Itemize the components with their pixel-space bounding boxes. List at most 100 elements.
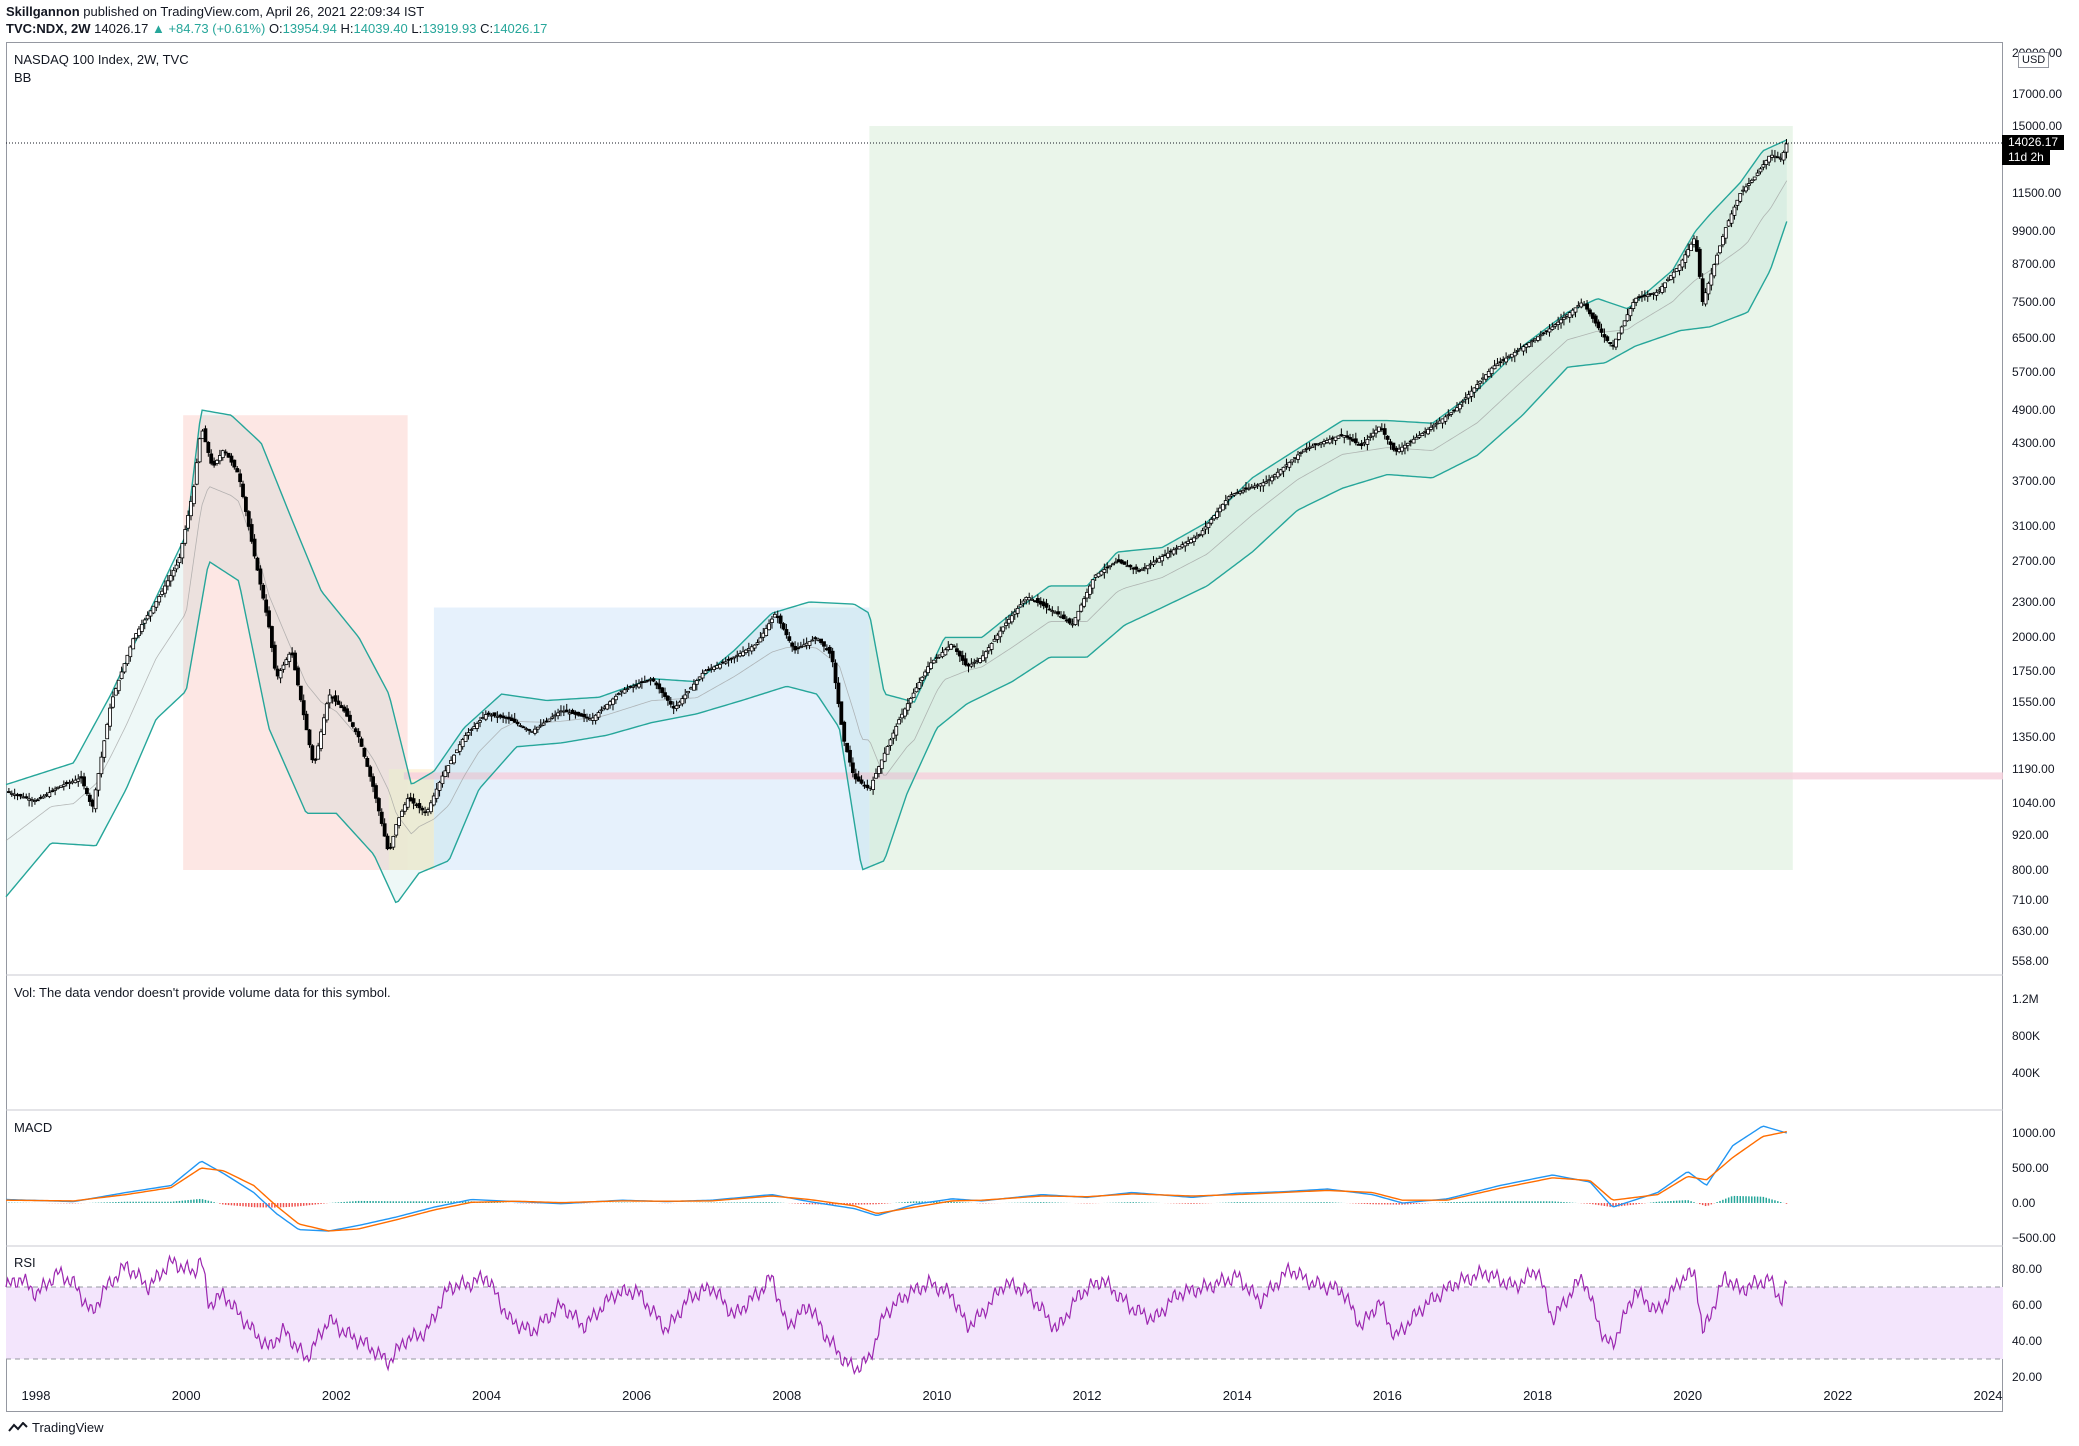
candle-body xyxy=(183,529,188,544)
candle-body xyxy=(663,692,667,697)
candle-body xyxy=(1752,176,1757,181)
price-axis-label: 1190.00 xyxy=(2012,762,2055,777)
candle-body xyxy=(61,784,66,787)
candle-body xyxy=(1420,432,1425,437)
candle-body xyxy=(1608,342,1613,345)
candle-body xyxy=(1122,561,1127,565)
candle-body xyxy=(764,628,769,637)
tradingview-footer[interactable]: TradingView xyxy=(8,1420,104,1435)
rsi-axis-label: 60.00 xyxy=(2012,1298,2043,1312)
high-label: H: xyxy=(340,21,354,36)
candle-body xyxy=(478,720,482,723)
candle-body xyxy=(874,772,878,779)
candle-body xyxy=(1677,264,1682,271)
candle-body xyxy=(1683,254,1688,263)
candle-body xyxy=(1671,271,1676,278)
candle-body xyxy=(917,682,922,689)
candle-body xyxy=(235,468,240,473)
candle-body xyxy=(469,729,474,731)
candle-body xyxy=(324,703,329,721)
candle-body xyxy=(356,731,361,738)
candle-body xyxy=(197,438,202,463)
candle-body xyxy=(385,835,390,850)
candle-body xyxy=(744,649,748,654)
candle-body xyxy=(1076,610,1081,621)
candle-body xyxy=(1758,168,1763,173)
bb-indicator-label[interactable]: BB xyxy=(14,70,32,85)
candle-body xyxy=(668,701,673,705)
candle-body xyxy=(778,615,783,624)
candle-body xyxy=(1339,434,1344,436)
candle-body xyxy=(1694,240,1699,252)
candle-body xyxy=(217,455,222,462)
candle-body xyxy=(533,728,537,734)
rsi-label[interactable]: RSI xyxy=(14,1255,36,1270)
candle-body xyxy=(842,721,847,742)
candle-body xyxy=(1090,579,1095,589)
macd-label[interactable]: MACD xyxy=(14,1120,53,1135)
candle-body xyxy=(914,687,919,693)
candle-body xyxy=(1140,568,1144,572)
ohlc-line: TVC:NDX, 2W 14026.17 ▲ +84.73 (+0.61%) O… xyxy=(6,21,547,36)
candle-body xyxy=(486,712,491,715)
candle-body xyxy=(952,645,956,648)
candle-body xyxy=(1489,367,1494,375)
candle-body xyxy=(1761,164,1766,168)
candle-body xyxy=(1365,438,1370,445)
bull-zone-2009-2021 xyxy=(869,126,1793,870)
price-axis-label: 630.00 xyxy=(2012,923,2049,938)
time-axis-label: 2022 xyxy=(1823,1388,1853,1403)
candle-body xyxy=(908,698,913,704)
candle-body xyxy=(125,654,130,665)
macd-line xyxy=(5,1125,1787,1232)
price-axis-label: 710.00 xyxy=(2012,893,2049,908)
candle-body xyxy=(148,610,153,617)
candle-body xyxy=(483,714,488,720)
candle-body xyxy=(466,732,471,736)
candle-body xyxy=(772,613,777,618)
price-axis-label: 3100.00 xyxy=(2012,519,2056,534)
candle-body xyxy=(391,835,396,848)
candle-body xyxy=(585,716,589,719)
chart-frame[interactable] xyxy=(6,42,2003,1412)
candle-body xyxy=(1261,482,1266,487)
candle-body xyxy=(1605,336,1610,341)
candle-body xyxy=(1434,422,1439,425)
candle-body xyxy=(319,731,323,749)
candle-body xyxy=(729,657,734,660)
candle-body xyxy=(625,688,630,690)
author-name[interactable]: Skillgannon xyxy=(6,4,80,19)
candle-body xyxy=(154,601,159,608)
candle-body xyxy=(784,629,789,636)
candle-body xyxy=(1709,273,1714,286)
candle-body xyxy=(405,798,410,808)
candle-body xyxy=(1082,598,1087,607)
candle-body xyxy=(1654,291,1659,296)
price-axis-label: 4300.00 xyxy=(2012,436,2056,451)
candle-body xyxy=(1723,227,1728,239)
candle-body xyxy=(1050,610,1055,612)
candle-body xyxy=(749,646,754,652)
candle-body xyxy=(1585,303,1589,310)
candle-body xyxy=(694,680,699,685)
support-line-1150 xyxy=(403,772,2004,780)
candle-body xyxy=(969,663,974,667)
candle-body xyxy=(1720,236,1725,246)
candle-body xyxy=(1044,603,1049,608)
candle-body xyxy=(108,707,112,727)
candle-body xyxy=(281,664,286,670)
candle-body xyxy=(1298,452,1303,454)
candle-body xyxy=(680,698,685,705)
volume-message: Vol: The data vendor doesn't provide vol… xyxy=(14,985,391,1000)
candle-body xyxy=(1495,363,1500,367)
candle-body xyxy=(171,569,176,577)
accumulation-zone-2003 xyxy=(388,769,434,870)
candle-body xyxy=(47,792,52,797)
candle-body xyxy=(1697,248,1702,277)
currency-badge[interactable]: USD xyxy=(2018,52,2050,68)
candle-body xyxy=(501,715,506,719)
price-axis-label: 7500.00 xyxy=(2012,294,2056,309)
candle-body xyxy=(645,679,650,682)
candle-body xyxy=(371,776,375,787)
